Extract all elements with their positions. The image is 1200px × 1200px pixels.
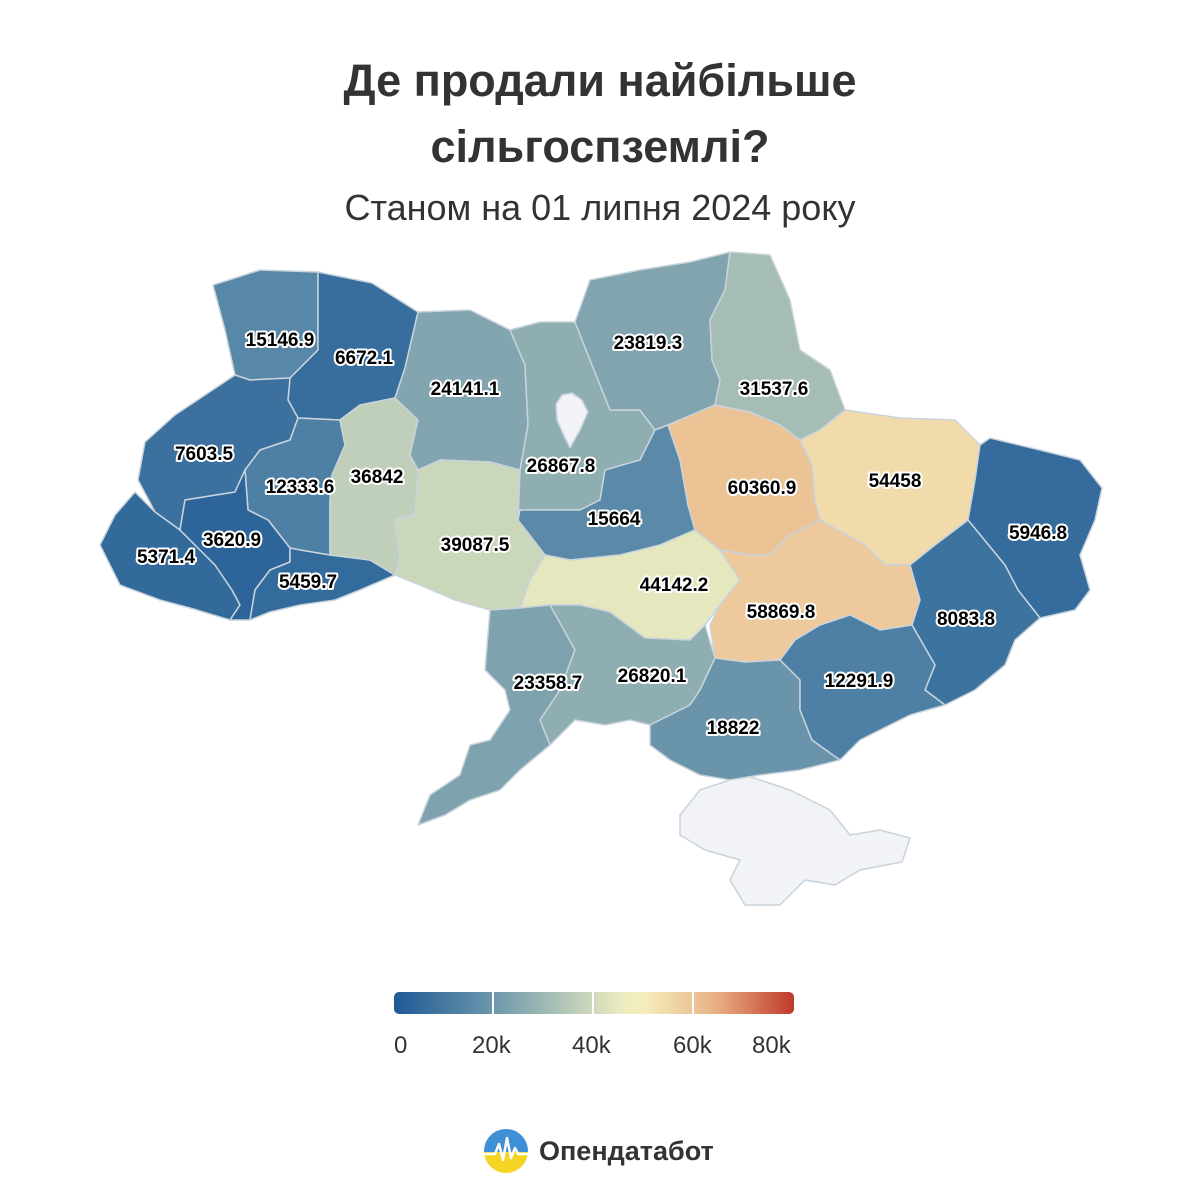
legend-segment-60k-80k (694, 992, 794, 1014)
legend-segment-20k-40k (494, 992, 594, 1014)
label-lviv: 7603.5 (175, 444, 234, 465)
legend-segment-0-20k (394, 992, 494, 1014)
label-cherkasy: 15664 (588, 509, 641, 530)
label-poltava: 60360.9 (728, 478, 797, 499)
legend-tick-20k: 20k (472, 1032, 511, 1059)
legend-tick-60k: 60k (673, 1032, 712, 1059)
map-title: Де продали найбільше сільгоспземлі? (0, 48, 1200, 180)
label-vinnytsia: 39087.5 (441, 535, 510, 556)
label-kyiv: 26867.8 (527, 456, 596, 477)
label-donetsk: 8083.8 (937, 609, 995, 630)
label-zakarpattia: 5371.4 (137, 547, 196, 568)
legend-tick-80k: 80k (752, 1032, 791, 1059)
region-zaporizhzhia (779, 614, 946, 761)
label-zaporizhzhia: 12291.9 (825, 671, 894, 692)
legend-separator (692, 992, 694, 1014)
legend-separator (592, 992, 594, 1014)
label-ternopil: 12333.6 (266, 477, 335, 498)
legend-tick-0: 0 (394, 1032, 408, 1059)
color-scale-legend (394, 992, 794, 1014)
label-volyn: 15146.9 (246, 330, 315, 351)
brand-name: Опендатабот (539, 1135, 714, 1166)
label-mykolaiv: 26820.1 (618, 666, 687, 687)
label-sumy: 31537.6 (740, 379, 809, 400)
label-khmelnytskyi: 36842 (351, 467, 404, 488)
label-odesa: 23358.7 (514, 673, 583, 694)
region-crimea (679, 774, 911, 906)
label-rivne: 6672.1 (335, 348, 394, 369)
label-zhytomyr: 24141.1 (431, 379, 500, 400)
label-dnipro: 58869.8 (747, 602, 816, 623)
label-kherson: 18822 (707, 718, 760, 739)
label-chernihiv: 23819.3 (614, 333, 683, 354)
label-kirovohrad: 44142.2 (640, 575, 709, 596)
region-volyn (212, 269, 319, 381)
title-line-2: сільгоспземлі? (430, 121, 770, 172)
label-ivano-frankivsk: 3620.9 (203, 530, 261, 551)
legend-separator (492, 992, 494, 1014)
legend-tick-40k: 40k (572, 1032, 611, 1059)
title-line-1: Де продали найбільше (343, 55, 857, 106)
label-chernivtsi: 5459.7 (279, 572, 337, 593)
opendatabot-logo-icon (484, 1129, 528, 1173)
map-subtitle: Станом на 01 липня 2024 року (344, 187, 856, 228)
brand-logo: Опендатабот (483, 1128, 714, 1174)
label-luhansk: 5946.8 (1009, 523, 1067, 544)
legend-segment-40k-60k (594, 992, 694, 1014)
label-kharkiv: 54458 (869, 471, 922, 492)
